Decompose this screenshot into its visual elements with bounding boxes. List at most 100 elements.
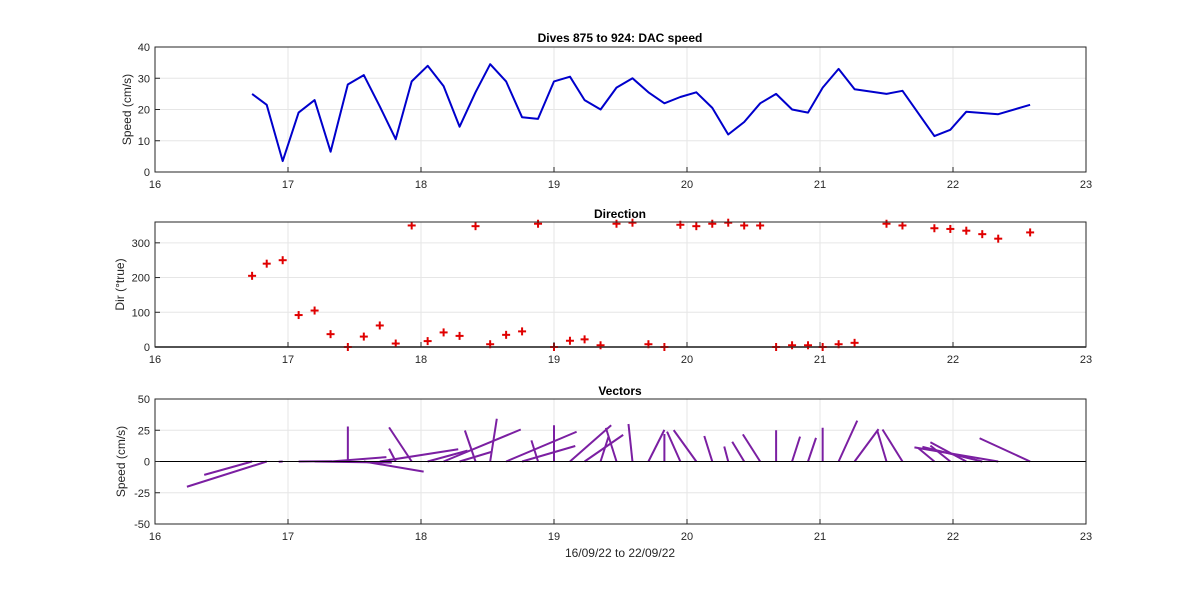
vector-segment xyxy=(703,435,714,462)
direction-point xyxy=(502,330,511,339)
x-tick-label: 20 xyxy=(681,179,693,191)
x-tick-label: 19 xyxy=(548,179,560,191)
x-tick-label: 17 xyxy=(282,531,294,543)
x-tick-label: 16 xyxy=(149,354,161,366)
vector-segment xyxy=(853,428,880,463)
y-tick-label: 100 xyxy=(132,307,150,319)
direction-point xyxy=(439,328,448,337)
vector-segment xyxy=(929,441,967,463)
vector-segment xyxy=(666,431,682,462)
direction-point xyxy=(518,327,527,336)
vector-segment xyxy=(489,418,498,462)
x-tick-label: 19 xyxy=(548,531,560,543)
x-tick-label: 21 xyxy=(814,179,826,191)
vector-segment xyxy=(979,437,1031,463)
x-axis-label: 16/09/22 to 22/09/22 xyxy=(565,546,675,560)
vector-segment xyxy=(186,460,268,488)
y-tick-label: 25 xyxy=(138,425,150,437)
x-tick-label: 23 xyxy=(1080,179,1092,191)
vector-segment xyxy=(427,449,468,463)
y-tick-label: 20 xyxy=(138,105,150,117)
vector-segment xyxy=(647,429,666,462)
x-tick-label: 21 xyxy=(814,354,826,366)
x-tick-label: 17 xyxy=(282,179,294,191)
vector-segment xyxy=(505,430,577,463)
direction-point xyxy=(534,219,543,228)
vector-segment xyxy=(837,420,859,462)
direction-point xyxy=(1026,228,1035,237)
direction-point xyxy=(359,332,368,341)
x-tick-label: 16 xyxy=(149,531,161,543)
direction-panel: 16 17 18 19 20 21 22 23 0 100 200 300 Direction Dir… xyxy=(113,207,1092,366)
direction-point xyxy=(898,221,907,230)
vectors-y-axis-label: Speed (cm/s) xyxy=(114,426,128,497)
vector-segment xyxy=(791,436,802,462)
x-tick-label: 23 xyxy=(1080,354,1092,366)
y-tick-label: 300 xyxy=(132,238,150,250)
direction-point xyxy=(756,221,765,230)
vector-segment xyxy=(530,440,539,462)
y-tick-label: 0 xyxy=(144,342,150,354)
vector-segment xyxy=(807,437,817,462)
direction-point xyxy=(724,218,733,227)
direction-point xyxy=(692,222,701,231)
vector-segment xyxy=(569,424,612,463)
direction-point xyxy=(580,335,589,344)
y-tick-label: 10 xyxy=(138,136,150,148)
vector-segment xyxy=(388,448,397,462)
y-tick-label: -25 xyxy=(134,488,150,500)
vector-segment xyxy=(917,447,936,463)
direction-point xyxy=(278,256,287,265)
vector-segment xyxy=(521,445,576,463)
x-tick-label: 20 xyxy=(681,354,693,366)
direction-point xyxy=(994,234,1003,243)
vector-segment xyxy=(604,427,618,462)
direction-panel-title: Direction xyxy=(594,207,646,221)
direction-point xyxy=(310,306,319,315)
x-tick-label: 20 xyxy=(681,531,693,543)
x-tick-label: 16 xyxy=(149,179,161,191)
vectors-panel: 16 17 18 19 20 21 22 23 -50 -25 0 25 50 Vectors Spee… xyxy=(114,384,1092,560)
direction-point xyxy=(708,219,717,228)
vectors-panel-title: Vectors xyxy=(598,384,642,398)
x-tick-label: 18 xyxy=(415,354,427,366)
vector-segment xyxy=(330,456,387,463)
direction-point xyxy=(471,222,480,231)
x-tick-label: 18 xyxy=(415,531,427,543)
x-tick-label: 17 xyxy=(282,354,294,366)
vector-segment xyxy=(723,446,730,462)
vector-segment xyxy=(627,423,634,462)
direction-point xyxy=(565,336,574,345)
direction-point xyxy=(375,321,384,330)
direction-point xyxy=(455,331,464,340)
speed-y-axis-label: Speed (cm/s) xyxy=(120,74,134,145)
vector-segment xyxy=(929,444,951,463)
y-tick-label: -50 xyxy=(134,519,150,531)
direction-point xyxy=(612,219,621,228)
speed-panel-title: Dives 875 to 924: DAC speed xyxy=(538,31,703,45)
x-tick-label: 22 xyxy=(947,531,959,543)
vector-segment xyxy=(914,446,999,463)
x-tick-label: 19 xyxy=(548,354,560,366)
direction-point xyxy=(804,341,813,350)
direction-point xyxy=(628,218,637,227)
vector-segment xyxy=(742,433,761,463)
speed-series-line xyxy=(251,63,1031,163)
direction-point xyxy=(596,341,605,350)
x-tick-label: 23 xyxy=(1080,531,1092,543)
direction-point xyxy=(294,311,303,320)
vector-segment xyxy=(599,436,610,462)
x-tick-label: 22 xyxy=(947,179,959,191)
direction-point xyxy=(946,224,955,233)
vector-segment xyxy=(463,430,477,462)
direction-point xyxy=(326,330,335,339)
vector-segment xyxy=(379,448,459,463)
y-tick-label: 0 xyxy=(144,457,150,469)
y-tick-label: 50 xyxy=(138,394,150,406)
direction-point xyxy=(407,221,416,230)
vector-segment xyxy=(672,429,698,463)
direction-point xyxy=(962,226,971,235)
vector-segment xyxy=(876,430,888,462)
direction-point xyxy=(850,338,859,347)
